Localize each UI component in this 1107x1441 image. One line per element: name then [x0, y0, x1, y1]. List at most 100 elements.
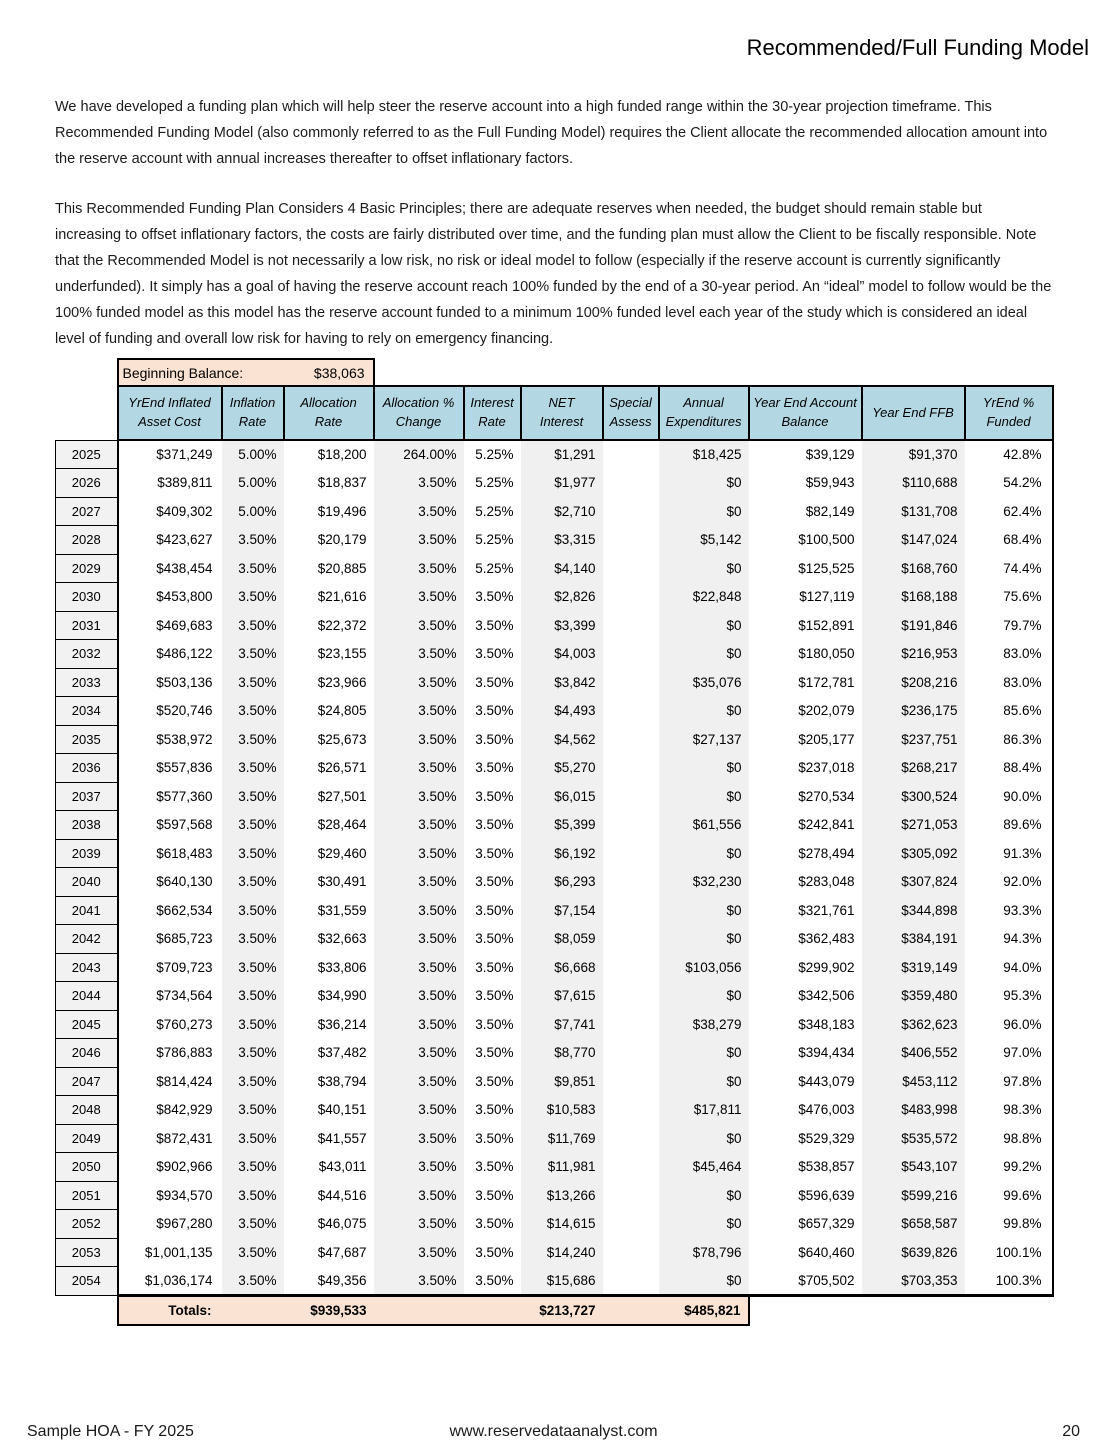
- table-row: 2036 $557,836 3.50% $26,571 3.50% 3.50% $5,270…: [55, 753, 1054, 783]
- data-cell: 3.50%: [463, 1067, 521, 1096]
- data-cell: $389,811: [116, 468, 222, 497]
- data-cell: $703,353: [861, 1266, 965, 1297]
- footer-page-number: 20: [1062, 1423, 1080, 1440]
- data-cell: $180,050: [748, 639, 862, 668]
- data-cell: $49,356: [283, 1266, 374, 1297]
- table-row: 2054 $1,036,174 3.50% $49,356 3.50% 3.50% $15,…: [55, 1266, 1054, 1297]
- data-cell: $20,179: [283, 525, 374, 554]
- data-cell: $300,524: [861, 782, 965, 811]
- data-cell: 5.00%: [221, 497, 284, 526]
- data-cell: [602, 668, 659, 697]
- table-row: 2048 $842,929 3.50% $40,151 3.50% 3.50% $10,58…: [55, 1095, 1054, 1125]
- data-cell: 3.50%: [221, 981, 284, 1010]
- data-cell: 68.4%: [964, 525, 1054, 554]
- data-cell: $0: [658, 981, 749, 1010]
- data-cell: 3.50%: [373, 1124, 464, 1153]
- table-row: 2051 $934,570 3.50% $44,516 3.50% 3.50% $13,26…: [55, 1180, 1054, 1210]
- data-cell: [602, 696, 659, 725]
- data-cell: $100,500: [748, 525, 862, 554]
- data-cell: [602, 810, 659, 839]
- data-cell: $321,761: [748, 896, 862, 925]
- year-cell: 2038: [55, 810, 118, 840]
- data-cell: 99.8%: [964, 1209, 1054, 1238]
- year-cell: 2044: [55, 981, 118, 1011]
- table-row: 2046 $786,883 3.50% $37,482 3.50% 3.50% $8,770…: [55, 1038, 1054, 1068]
- data-cell: $27,137: [658, 725, 749, 754]
- data-cell: [602, 611, 659, 640]
- data-cell: $443,079: [748, 1067, 862, 1096]
- data-cell: [602, 525, 659, 554]
- data-cell: 83.0%: [964, 639, 1054, 668]
- data-cell: $359,480: [861, 981, 965, 1010]
- data-cell: $17,811: [658, 1095, 749, 1124]
- data-cell: [602, 554, 659, 583]
- data-cell: $658,587: [861, 1209, 965, 1238]
- year-cell: 2032: [55, 639, 118, 669]
- data-cell: $237,018: [748, 753, 862, 782]
- data-cell: $4,493: [520, 696, 603, 725]
- data-cell: 3.50%: [463, 810, 521, 839]
- data-cell: $45,464: [658, 1152, 749, 1181]
- data-cell: $43,011: [283, 1152, 374, 1181]
- year-cell: 2051: [55, 1180, 118, 1210]
- data-cell: 3.50%: [373, 896, 464, 925]
- data-cell: $618,483: [116, 839, 222, 868]
- data-cell: 3.50%: [373, 924, 464, 953]
- data-cell: $2,826: [520, 582, 603, 611]
- data-cell: $20,885: [283, 554, 374, 583]
- principles-paragraph: This Recommended Funding Plan Considers …: [55, 201, 1052, 347]
- data-cell: $934,570: [116, 1181, 222, 1210]
- data-cell: $21,616: [283, 582, 374, 611]
- data-cell: 97.0%: [964, 1038, 1054, 1067]
- data-cell: $11,981: [520, 1152, 603, 1181]
- data-cell: $872,431: [116, 1124, 222, 1153]
- data-cell: 3.50%: [373, 1181, 464, 1210]
- table-row: 2028 $423,627 3.50% $20,179 3.50% 5.25% $3,315…: [55, 525, 1054, 555]
- data-cell: 3.50%: [221, 1209, 284, 1238]
- data-cell: $486,122: [116, 639, 222, 668]
- data-cell: $307,824: [861, 867, 965, 896]
- year-cell: 2039: [55, 838, 118, 868]
- data-cell: $0: [658, 1181, 749, 1210]
- data-cell: $127,119: [748, 582, 862, 611]
- data-cell: 3.50%: [463, 725, 521, 754]
- column-header: Allocation Rate: [282, 385, 375, 441]
- data-cell: $236,175: [861, 696, 965, 725]
- data-cell: 79.7%: [964, 611, 1054, 640]
- data-cell: $5,270: [520, 753, 603, 782]
- intro-paragraph: We have developed a funding plan which w…: [55, 99, 1048, 167]
- table-row: 2044 $734,564 3.50% $34,990 3.50% 3.50% $7,615…: [55, 981, 1054, 1011]
- data-cell: $967,280: [116, 1209, 222, 1238]
- data-cell: $384,191: [861, 924, 965, 953]
- data-cell: $705,502: [748, 1266, 862, 1297]
- year-cell: 2029: [55, 553, 118, 583]
- data-cell: 85.6%: [964, 696, 1054, 725]
- column-header: Special Assess: [601, 385, 660, 441]
- data-cell: 3.50%: [373, 1152, 464, 1181]
- data-cell: [602, 497, 659, 526]
- data-cell: $786,883: [116, 1038, 222, 1067]
- data-cell: [602, 639, 659, 668]
- data-cell: $9,851: [520, 1067, 603, 1096]
- data-cell: 3.50%: [373, 582, 464, 611]
- year-cell: 2048: [55, 1095, 118, 1125]
- data-cell: $6,015: [520, 782, 603, 811]
- data-cell: $31,559: [283, 896, 374, 925]
- footer-website: www.reservedataanalyst.com: [449, 1423, 658, 1440]
- data-cell: $362,483: [748, 924, 862, 953]
- data-cell: [602, 1238, 659, 1267]
- column-header: Annual Expenditures: [657, 385, 750, 441]
- data-cell: 3.50%: [373, 668, 464, 697]
- table-row: 2038 $597,568 3.50% $28,464 3.50% 3.50% $5,399…: [55, 810, 1054, 840]
- data-cell: 3.50%: [373, 810, 464, 839]
- funding-table: Beginning Balance: $38,063 YrEnd Inflate…: [55, 358, 1054, 1326]
- data-cell: $208,216: [861, 668, 965, 697]
- data-cell: $371,249: [116, 440, 222, 469]
- data-cell: 98.8%: [964, 1124, 1054, 1153]
- data-cell: 3.50%: [463, 896, 521, 925]
- table-row: 2034 $520,746 3.50% $24,805 3.50% 3.50% $4,493…: [55, 696, 1054, 726]
- data-cell: $902,966: [116, 1152, 222, 1181]
- data-cell: 3.50%: [463, 981, 521, 1010]
- beginning-balance-label: Beginning Balance:: [122, 364, 244, 381]
- data-cell: 3.50%: [221, 753, 284, 782]
